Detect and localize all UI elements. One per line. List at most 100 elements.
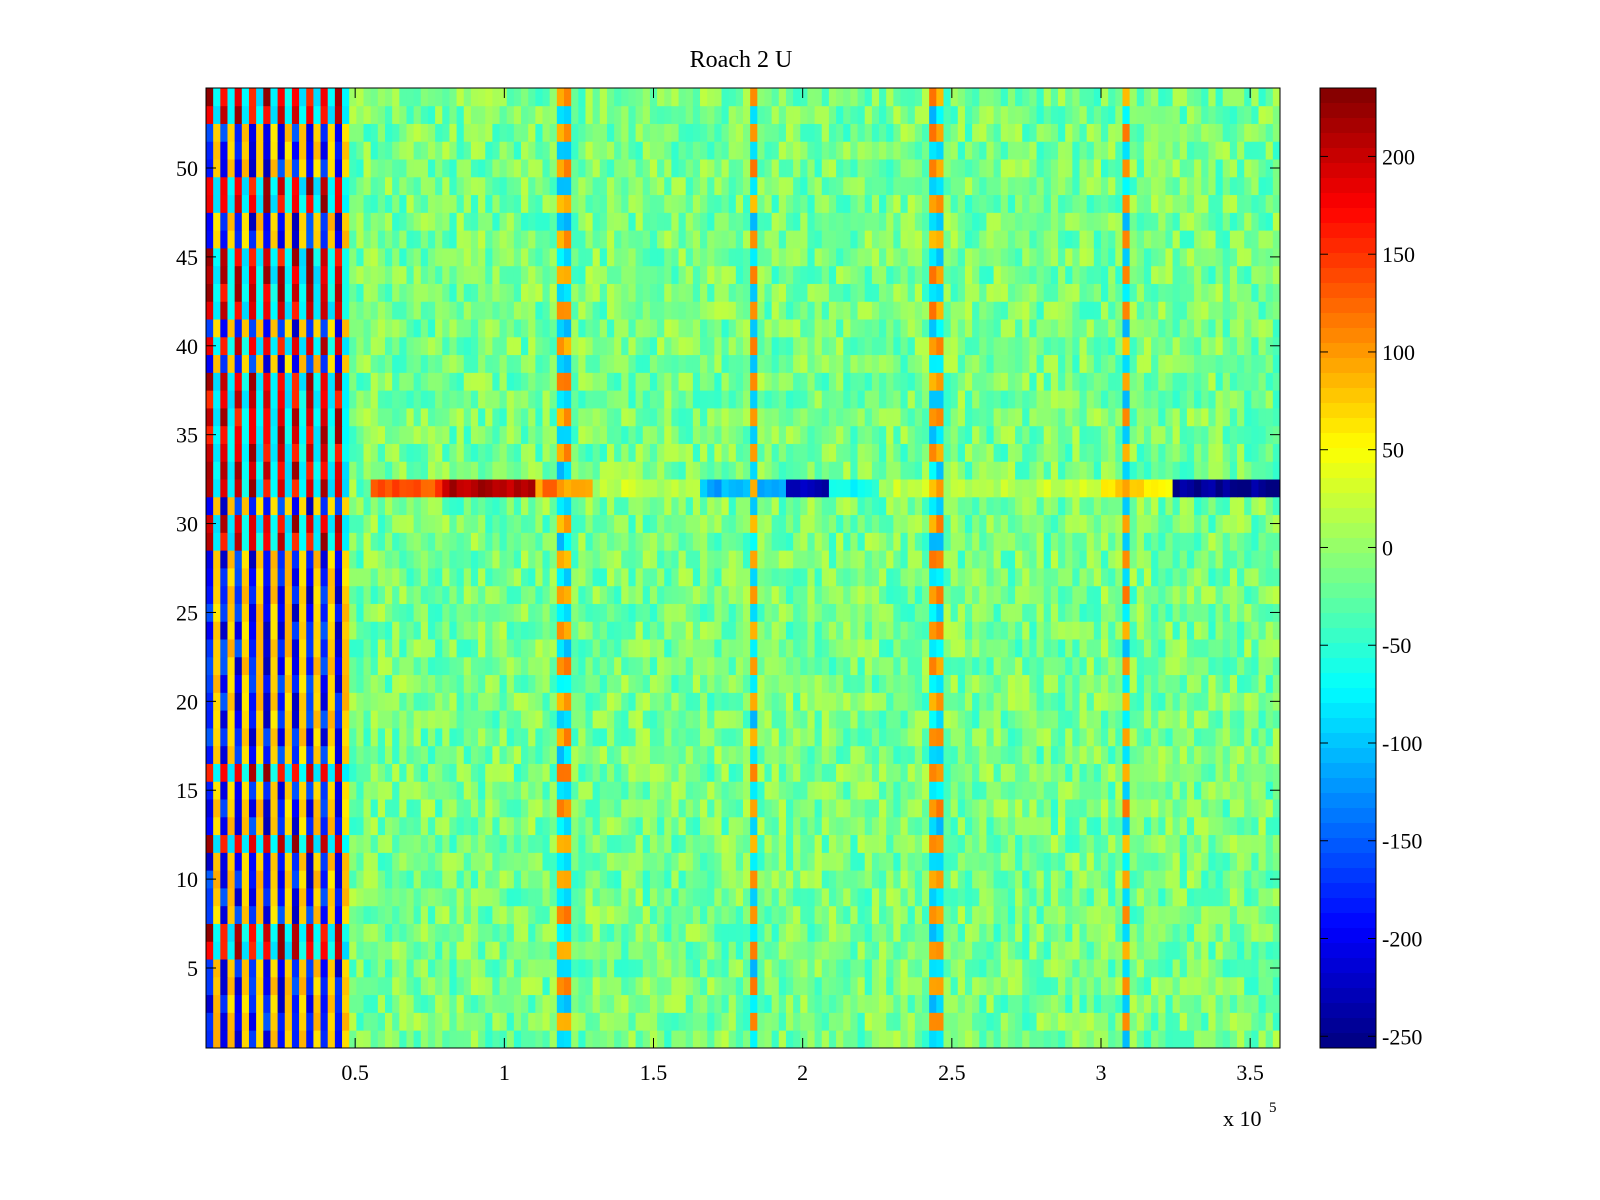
heatmap-cell (521, 496, 529, 516)
heatmap-cell (864, 905, 873, 924)
heatmap-cell (649, 959, 658, 978)
heatmap-cell (900, 870, 909, 889)
heatmap-cell (606, 656, 615, 676)
heatmap-cell (206, 443, 214, 462)
heatmap-cell (1158, 568, 1166, 587)
heatmap-cell (1151, 674, 1159, 693)
heatmap-cell (700, 603, 708, 622)
heatmap-cell (785, 496, 794, 516)
heatmap-cell (692, 514, 701, 533)
heatmap-cell (463, 781, 472, 800)
heatmap-cell (1222, 905, 1231, 924)
heatmap-cell (413, 568, 422, 587)
heatmap-cell (678, 834, 687, 853)
heatmap-cell (857, 781, 866, 800)
heatmap-cell (1222, 532, 1231, 551)
heatmap-cell (936, 763, 944, 782)
heatmap-cell (535, 923, 543, 942)
heatmap-cell (1129, 799, 1138, 818)
heatmap-cell (778, 639, 787, 658)
heatmap-cell (564, 603, 572, 622)
heatmap-cell (900, 799, 909, 818)
heatmap-cell (828, 585, 837, 604)
heatmap-cell (979, 816, 987, 836)
heatmap-cell (1258, 852, 1267, 871)
heatmap-cell (1043, 959, 1052, 978)
heatmap-cell (621, 656, 629, 676)
heatmap-cell (506, 674, 515, 693)
heatmap-cell (1244, 710, 1252, 729)
heatmap-cell (757, 905, 765, 924)
heatmap-cell (1108, 763, 1116, 782)
heatmap-cell (1043, 799, 1052, 818)
heatmap-cell (964, 799, 973, 818)
heatmap-cell (1244, 568, 1252, 587)
heatmap-cell (1122, 603, 1131, 622)
heatmap-cell (377, 1030, 386, 1049)
heatmap-cell (635, 656, 644, 676)
heatmap-cell (256, 870, 264, 889)
heatmap-cell (1201, 941, 1209, 960)
heatmap-cell (986, 941, 994, 960)
heatmap-cell (313, 941, 321, 960)
heatmap-cell (413, 656, 422, 676)
heatmap-cell (234, 656, 243, 676)
heatmap-cell (778, 763, 787, 782)
heatmap-cell (936, 923, 944, 942)
heatmap-cell (506, 976, 515, 996)
heatmap-cell (707, 852, 715, 871)
heatmap-cell (714, 603, 722, 622)
heatmap-cell (857, 905, 866, 924)
heatmap-cell (1143, 941, 1152, 960)
heatmap-cell (528, 479, 536, 498)
heatmap-cell (1229, 994, 1238, 1013)
heatmap-cell (456, 941, 465, 960)
heatmap-cell (1015, 585, 1023, 604)
heatmap-cell (241, 514, 250, 533)
heatmap-cell (320, 639, 329, 658)
heatmap-cell (248, 781, 257, 800)
heatmap-cell (435, 728, 443, 747)
heatmap-cell (721, 816, 730, 836)
heatmap-cell (1143, 550, 1152, 569)
heatmap-cell (785, 656, 794, 676)
heatmap-cell (485, 443, 493, 462)
heatmap-cell (1007, 1012, 1016, 1031)
heatmap-cell (843, 639, 851, 658)
heatmap-cell (857, 728, 866, 747)
heatmap-cell (836, 461, 844, 480)
heatmap-cell (263, 923, 271, 942)
heatmap-cell (785, 728, 794, 747)
heatmap-cell (385, 852, 393, 871)
heatmap-cell (284, 728, 293, 747)
heatmap-cell (757, 799, 765, 818)
heatmap-cell (821, 976, 830, 996)
heatmap-cell (1258, 568, 1267, 587)
heatmap-cell (785, 692, 794, 711)
heatmap-cell (864, 1030, 873, 1049)
heatmap-cell (943, 603, 952, 622)
heatmap-cell (649, 888, 658, 907)
heatmap-cell (299, 461, 307, 480)
heatmap-cell (1079, 656, 1088, 676)
heatmap-cell (635, 514, 644, 533)
heatmap-cell (1172, 639, 1181, 658)
heatmap-cell (449, 728, 457, 747)
heatmap-cell (1244, 834, 1252, 853)
heatmap-cell (241, 532, 250, 551)
heatmap-cell (256, 532, 264, 551)
heatmap-cell (893, 870, 901, 889)
heatmap-cell (1215, 888, 1224, 907)
heatmap-cell (213, 870, 221, 889)
heatmap-cell (1143, 834, 1152, 853)
heatmap-cell (370, 816, 379, 836)
heatmap-cell (578, 710, 586, 729)
heatmap-cell (964, 692, 973, 711)
heatmap-cell (950, 923, 959, 942)
heatmap-cell (936, 959, 944, 978)
heatmap-cell (349, 674, 357, 693)
heatmap-cell (234, 514, 243, 533)
heatmap-cell (241, 585, 250, 604)
heatmap-cell (449, 959, 457, 978)
heatmap-cell (814, 1012, 823, 1031)
